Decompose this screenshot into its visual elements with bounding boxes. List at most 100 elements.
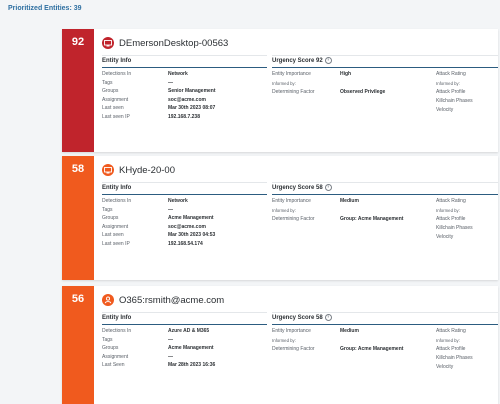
entity-info-title: Entity Info [102, 56, 267, 68]
row-value: Azure AD & M365 [168, 328, 210, 334]
factor-label: Determining Factor [272, 216, 315, 222]
info-row: Assignment soc@acme.com [102, 96, 267, 105]
row-value: Network [168, 198, 188, 204]
entity-info-section: Entity Info Detections In Azure AD & M365… [102, 312, 267, 370]
prioritized-entities-count: Prioritized Entities: 39 [8, 5, 82, 12]
row-label: Groups [102, 88, 119, 94]
row-value: Acme Management [168, 215, 214, 221]
info-row: Assignment soc@acme.com [102, 223, 267, 232]
row-label: Groups [102, 345, 119, 351]
attack-rating-label: Attack Rating [436, 328, 466, 334]
row-value: soc@acme.com [168, 96, 206, 103]
importance-label: Entity Importance [272, 198, 311, 204]
user-icon [102, 294, 114, 306]
row-label: Detections In [102, 328, 132, 334]
importance-label: Entity Importance [272, 328, 311, 334]
row-label: Groups [102, 215, 119, 221]
attack-profile-label: Attack Profile [436, 216, 466, 222]
row-label: Detections In [102, 198, 132, 204]
info-row: Last Seen Mar 28th 2023 16:36 [102, 361, 267, 370]
velocity-label: Velocity [436, 364, 454, 370]
desktop-icon [102, 37, 114, 49]
row-value: 192.168.7.238 [168, 113, 200, 120]
row-label: Tags [102, 79, 113, 86]
row-value: Mar 30th 2023 04:53 [168, 232, 216, 238]
urgency-score-badge: 58 [62, 156, 94, 280]
row-value: — [168, 206, 173, 213]
info-row: Detections In Network [102, 197, 267, 206]
row-value: — [168, 79, 173, 86]
row-label: Detections In [102, 71, 132, 77]
row-value: — [168, 353, 173, 360]
desktop-icon [102, 164, 114, 176]
entity-card[interactable]: 58 KHyde-20-00 Entity Info Detections In… [62, 156, 498, 280]
row-label: Tags [102, 336, 113, 343]
urgency-title-text: Urgency Score 58 [272, 185, 323, 191]
informed-by-label: Informed by: [272, 208, 296, 213]
info-icon[interactable]: ? [324, 313, 332, 321]
info-row: Tags — [102, 336, 267, 345]
entity-name-link[interactable]: O365:rsmith@acme.com [119, 294, 225, 306]
attack-rating-label: Attack Rating [436, 71, 466, 77]
entity-info-section: Entity Info Detections In Network Tags — G… [102, 55, 267, 121]
importance-value: High [340, 71, 352, 77]
info-icon[interactable]: ? [324, 56, 332, 64]
attack-informed-by-label: Informed by: [436, 338, 460, 343]
killchain-phases-label: Killchain Phases [436, 355, 473, 361]
urgency-title: Urgency Score 58? [272, 183, 498, 195]
row-value: 192.168.54.174 [168, 240, 203, 247]
urgency-section: Urgency Score 92? Entity Importance Info… [272, 55, 498, 140]
velocity-label: Velocity [436, 234, 454, 240]
entity-card[interactable]: 56 O365:rsmith@acme.com Entity Info Dete… [62, 286, 498, 404]
row-label: Last seen IP [102, 240, 130, 247]
killchain-phases-label: Killchain Phases [436, 98, 473, 104]
entity-name-link[interactable]: KHyde-20-00 [119, 164, 175, 176]
row-label: Last Seen [102, 362, 125, 368]
info-row: Assignment — [102, 353, 267, 362]
urgency-title: Urgency Score 92? [272, 56, 498, 68]
info-row: Last seen IP 192.168.7.238 [102, 113, 267, 122]
info-row: Tags — [102, 206, 267, 215]
row-value: soc@acme.com [168, 223, 206, 230]
info-row: Groups Senior Management [102, 87, 267, 96]
row-label: Assignment [102, 96, 129, 103]
row-value: Network [168, 71, 188, 77]
row-value: Acme Management [168, 345, 214, 351]
factor-label: Determining Factor [272, 346, 315, 352]
row-label: Assignment [102, 223, 129, 230]
entity-name-link[interactable]: DEmersonDesktop-00563 [119, 37, 229, 49]
factor-label: Determining Factor [272, 89, 315, 95]
urgency-score-badge: 92 [62, 29, 94, 152]
row-label: Last seen IP [102, 113, 130, 120]
info-icon[interactable]: ? [324, 183, 332, 191]
informed-by-label: Informed by: [272, 81, 296, 86]
entity-card[interactable]: 92 DEmersonDesktop-00563 Entity Info Det… [62, 29, 498, 152]
entity-info-section: Entity Info Detections In Network Tags — G… [102, 182, 267, 248]
info-row: Groups Acme Management [102, 344, 267, 353]
row-label: Last seen [102, 105, 124, 111]
urgency-title-text: Urgency Score 58 [272, 315, 323, 321]
urgency-section: Urgency Score 58? Entity Importance Info… [272, 312, 498, 397]
row-label: Last seen [102, 232, 124, 238]
informed-by-label: Informed by: [272, 338, 296, 343]
factor-value: Group: Acme Management [340, 346, 404, 352]
importance-label: Entity Importance [272, 71, 311, 77]
attack-profile-label: Attack Profile [436, 89, 466, 95]
row-value: Senior Management [168, 88, 216, 94]
velocity-label: Velocity [436, 107, 454, 113]
info-row: Groups Acme Management [102, 214, 267, 223]
row-value: Mar 30th 2023 08:07 [168, 105, 216, 111]
importance-value: Medium [340, 328, 359, 334]
killchain-phases-label: Killchain Phases [436, 225, 473, 231]
row-value: Mar 28th 2023 16:36 [168, 362, 216, 368]
urgency-title-text: Urgency Score 92 [272, 58, 323, 64]
factor-value: Observed Privilege [340, 89, 386, 95]
urgency-section: Urgency Score 58? Entity Importance Info… [272, 182, 498, 267]
info-row: Last seen Mar 30th 2023 08:07 [102, 104, 267, 113]
urgency-score-badge: 56 [62, 286, 94, 404]
attack-informed-by-label: Informed by: [436, 81, 460, 86]
row-label: Tags [102, 206, 113, 213]
entity-info-title: Entity Info [102, 183, 267, 195]
attack-rating-label: Attack Rating [436, 198, 466, 204]
row-value: — [168, 336, 173, 343]
